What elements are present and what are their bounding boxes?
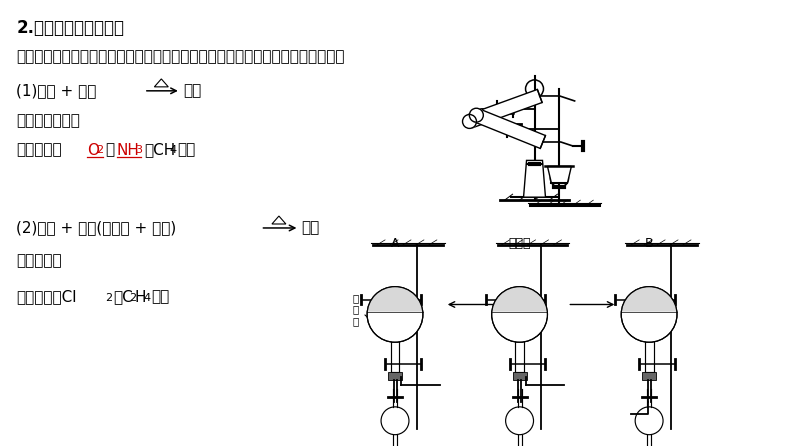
Circle shape bbox=[491, 287, 548, 342]
Circle shape bbox=[635, 407, 663, 434]
Circle shape bbox=[506, 407, 534, 434]
Polygon shape bbox=[548, 166, 572, 183]
Text: NH: NH bbox=[117, 143, 140, 157]
Text: 4: 4 bbox=[170, 145, 177, 156]
Text: 制备气体：Cl: 制备气体：Cl bbox=[17, 290, 77, 304]
Text: 等。: 等。 bbox=[177, 143, 195, 157]
Polygon shape bbox=[621, 287, 677, 314]
Text: B: B bbox=[645, 237, 653, 250]
Polygon shape bbox=[367, 287, 423, 314]
Text: H: H bbox=[135, 290, 146, 304]
Polygon shape bbox=[467, 89, 542, 128]
Polygon shape bbox=[523, 160, 545, 197]
Text: 3: 3 bbox=[135, 145, 142, 156]
Circle shape bbox=[463, 114, 476, 128]
Text: 2: 2 bbox=[105, 293, 112, 303]
Circle shape bbox=[381, 407, 409, 434]
Polygon shape bbox=[474, 109, 545, 148]
Text: 碎
瓷
片: 碎 瓷 片 bbox=[352, 293, 358, 326]
Text: 2: 2 bbox=[129, 293, 136, 303]
Text: 发散源: 发散源 bbox=[508, 237, 531, 250]
FancyBboxPatch shape bbox=[642, 372, 656, 380]
Text: (2)固体 + 液体(或液体 + 液体): (2)固体 + 液体(或液体 + 液体) bbox=[17, 220, 176, 235]
FancyBboxPatch shape bbox=[513, 372, 526, 380]
Text: 制备气体：: 制备气体： bbox=[17, 143, 62, 157]
Text: 、CH: 、CH bbox=[144, 143, 175, 157]
FancyBboxPatch shape bbox=[388, 372, 402, 380]
Text: 等。: 等。 bbox=[151, 290, 169, 304]
Text: 2.重要气体的发生装置: 2.重要气体的发生装置 bbox=[17, 19, 125, 37]
Circle shape bbox=[621, 287, 677, 342]
Text: A: A bbox=[391, 237, 399, 250]
Text: 发生装置：: 发生装置： bbox=[17, 253, 62, 268]
Circle shape bbox=[367, 287, 423, 342]
Text: 气体: 气体 bbox=[183, 83, 201, 98]
Text: 发生装置如图：: 发生装置如图： bbox=[17, 113, 80, 128]
Text: 、: 、 bbox=[105, 143, 114, 157]
Text: (1)固体 + 固体: (1)固体 + 固体 bbox=[17, 83, 97, 98]
Text: 2: 2 bbox=[96, 145, 103, 156]
Circle shape bbox=[469, 108, 484, 122]
Text: O: O bbox=[87, 143, 99, 157]
Polygon shape bbox=[491, 287, 548, 314]
Text: 依据制备气体所需的反应物状态和反应条件，可将制备气体的发生装置分为三类：: 依据制备气体所需的反应物状态和反应条件，可将制备气体的发生装置分为三类： bbox=[17, 49, 345, 64]
Text: 气体: 气体 bbox=[302, 220, 320, 235]
Text: 4: 4 bbox=[144, 293, 151, 303]
Text: 、C: 、C bbox=[113, 290, 133, 304]
